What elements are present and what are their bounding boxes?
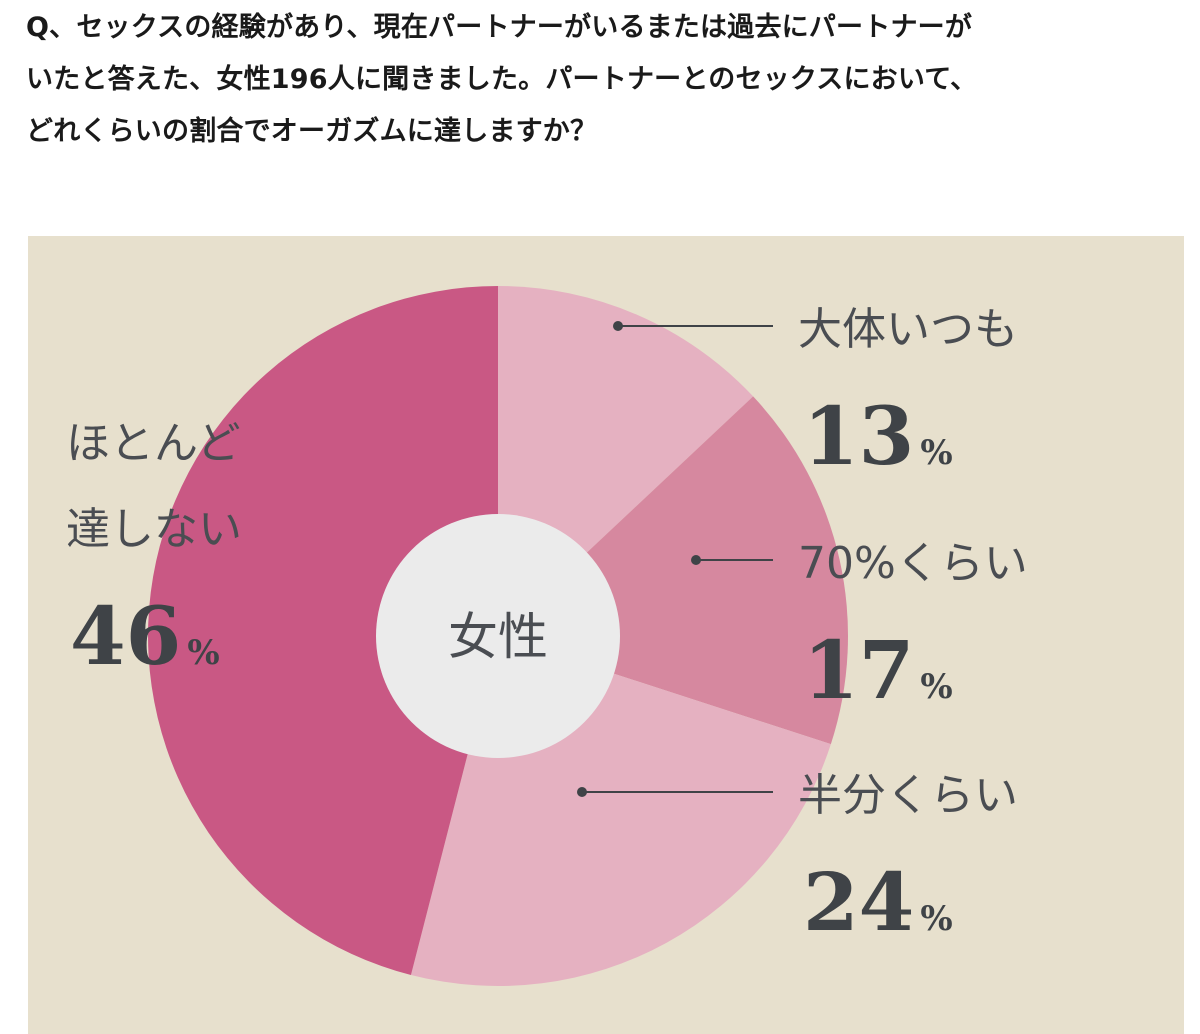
slice-value: 46% [70,589,220,683]
pie-slice [148,286,498,975]
slice-label: 半分くらい [798,770,1018,821]
center-disc [376,514,620,758]
slice-value: 13% [803,389,953,483]
question-line: Q、セックスの経験があり、現在パートナーがいるまたは過去にパートナーが [26,12,973,43]
question-line: いたと答えた、女性196人に聞きました。パートナーとのセックスにおいて、 [26,64,978,95]
chart-panel: 女性 大体いつも 13% 70%くらい 17% 半分くらい 24% ほとんど達しない 46% [28,236,1184,1034]
slice-value: 17% [803,623,953,717]
question-line: どれくらいの割合でオーガズムに達しますか？ [26,116,598,147]
question-text: Q、セックスの経験があり、現在パートナーがいるまたは過去にパートナーが いたと答… [26,2,1186,158]
slice-label: 達しない [66,504,242,555]
slice-label: 大体いつも [798,304,1018,355]
slice-label: 70%くらい [798,538,1028,589]
slice-label: ほとんど [66,418,241,469]
center-label: 女性 [448,608,548,666]
slice-value: 24% [803,855,953,949]
